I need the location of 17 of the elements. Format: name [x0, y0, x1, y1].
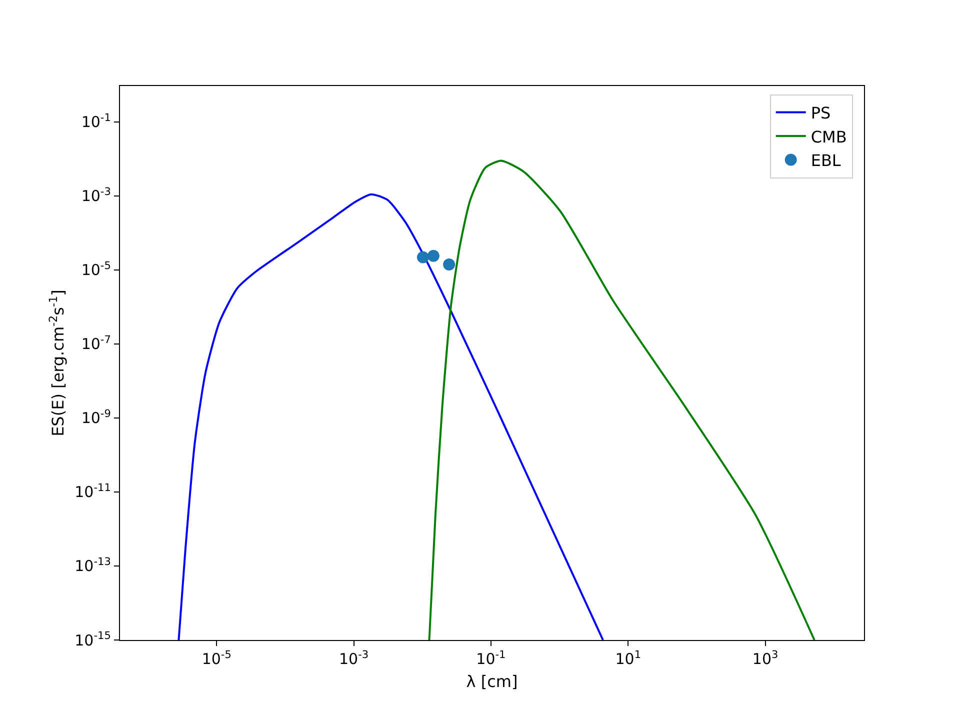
x-tick-label: 10$^{1}$: [615, 648, 642, 668]
y-tick-label: 10$^{-7}$: [81, 334, 111, 354]
y-tick-label: 10$^{-3}$: [81, 186, 111, 206]
legend-label: EBL: [810, 151, 841, 170]
x-tick-label: 10$^{-1}$: [476, 648, 506, 668]
legend-label: CMB: [810, 127, 847, 146]
y-tick-label: 10$^{-5}$: [81, 260, 111, 280]
x-tick-label: 10$^{3}$: [752, 648, 778, 668]
y-tick-label: 10$^{-1}$: [81, 112, 111, 132]
y-tick-label: 10$^{-11}$: [74, 482, 111, 502]
y-tick-label: 10$^{-13}$: [74, 556, 111, 576]
x-tick-label: 10$^{-3}$: [339, 648, 369, 668]
y-tick-label: 10$^{-15}$: [74, 630, 111, 650]
legend-label: PS: [810, 103, 831, 122]
x-tick-label: 10$^{-5}$: [202, 648, 232, 668]
x-axis-title: λ [cm]: [466, 672, 518, 691]
y-tick-label: 10$^{-9}$: [81, 408, 111, 428]
